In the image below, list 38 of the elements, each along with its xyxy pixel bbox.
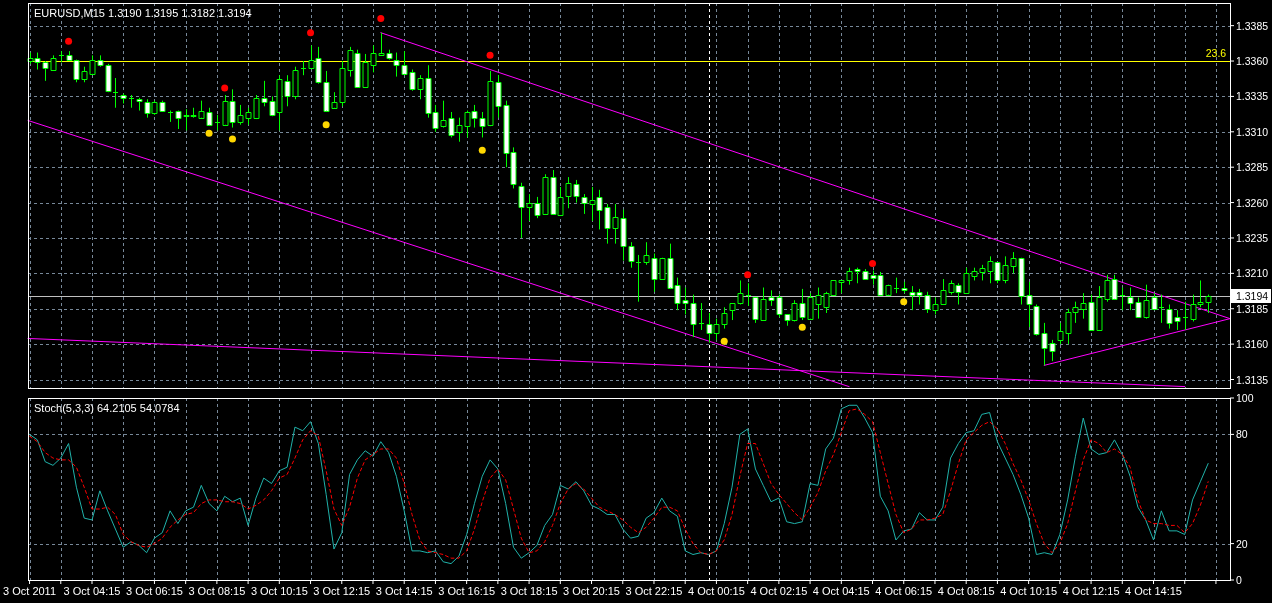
- x-tick-label: 3 Oct 06:15: [126, 585, 183, 597]
- x-tick-label: 4 Oct 08:15: [937, 585, 995, 597]
- x-tick-label: 4 Oct 04:15: [812, 585, 870, 597]
- x-tick-label: 4 Oct 10:15: [1000, 585, 1058, 597]
- y-tick-label: 1.3260: [1236, 196, 1269, 209]
- y-tick-label: 1.3185: [1236, 302, 1269, 315]
- x-tick-label: 3 Oct 18:15: [500, 585, 558, 597]
- y-tick-label: 1.3385: [1236, 19, 1269, 32]
- x-tick-label: 4 Oct 00:15: [687, 585, 745, 597]
- y-tick-label: 1.3160: [1236, 338, 1269, 351]
- x-tick-label: 3 Oct 08:15: [188, 585, 246, 597]
- x-tick-label: 3 Oct 20:15: [563, 585, 620, 597]
- y-tick-label: 1.3285: [1236, 161, 1269, 174]
- chart-title: Stoch(5,3,3) 64.2105 54.0784: [34, 402, 180, 414]
- x-tick-label: 4 Oct 02:15: [750, 585, 808, 597]
- y-tick-label: 1.3310: [1236, 125, 1269, 138]
- y-tick-label: 100: [1236, 392, 1254, 404]
- y-tick-label: 0: [1236, 574, 1242, 586]
- x-tick-label: 4 Oct 14:15: [1125, 585, 1182, 597]
- y-tick-label: 20: [1236, 537, 1248, 550]
- x-tick-label: 4 Oct 12:15: [1062, 585, 1120, 597]
- x-tick-label: 3 Oct 04:15: [63, 585, 121, 597]
- x-tick-label: 3 Oct 16:15: [438, 585, 496, 597]
- y-tick-label: 1.3210: [1236, 267, 1269, 280]
- x-tick-label: 3 Oct 10:15: [250, 585, 308, 597]
- x-tick-label: 3 Oct 2011: [3, 585, 57, 597]
- annotation: 23.6: [1205, 47, 1227, 60]
- chart-title: EURUSD,M15 1.3190 1.3195 1.3182 1.3194: [34, 7, 252, 19]
- y-tick-label: 1.3335: [1236, 90, 1269, 103]
- x-tick-label: 3 Oct 12:15: [313, 585, 371, 597]
- y-tick-label: 80: [1236, 428, 1248, 441]
- x-tick-label: 4 Oct 06:15: [875, 585, 933, 597]
- x-tick-label: 3 Oct 14:15: [375, 585, 433, 597]
- y-tick-label: 1.3360: [1236, 55, 1269, 68]
- y-tick-label: 1.3235: [1236, 231, 1269, 244]
- ref-line-label: 1.3194: [1236, 290, 1269, 302]
- y-tick-label: 1.3135: [1236, 373, 1269, 386]
- x-tick-label: 3 Oct 22:15: [625, 585, 683, 597]
